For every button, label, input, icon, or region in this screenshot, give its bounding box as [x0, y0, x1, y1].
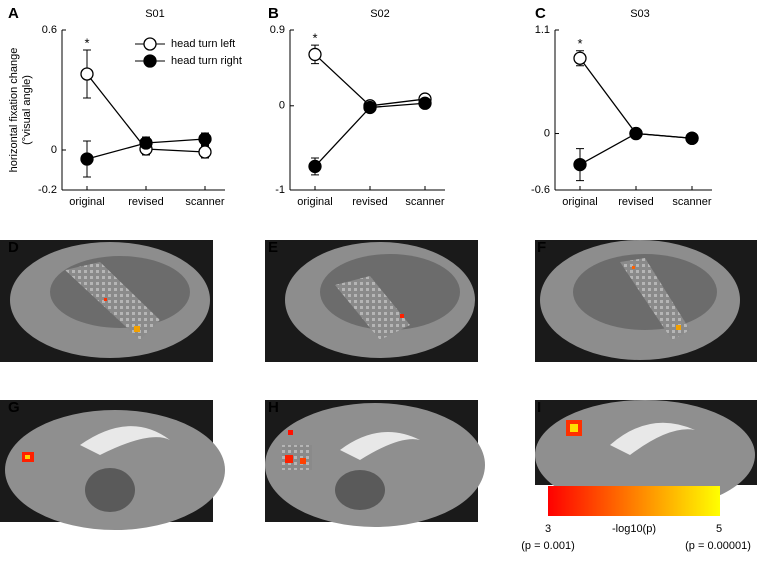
marker [198, 132, 212, 146]
legend-label: head turn right [171, 55, 242, 67]
marker [80, 67, 94, 81]
x-tick-label: scanner [405, 196, 444, 208]
x-tick-label: revised [352, 196, 387, 208]
legend-marker [143, 37, 157, 51]
chart-title: S01 [145, 8, 165, 20]
annotation: * [312, 31, 317, 46]
colorbar-note: (p = 0.00001) [685, 540, 751, 552]
colorbar-title: -log10(p) [612, 523, 656, 535]
annotation: * [84, 35, 89, 50]
y-tick-label: 0.9 [270, 24, 285, 36]
marker [629, 126, 643, 141]
y-tick-label: 0.6 [42, 24, 57, 36]
y-tick-label: 0 [279, 100, 285, 112]
y-axis-label: (°visual angle) [21, 75, 33, 145]
panel-label: D [8, 239, 19, 256]
colorbar [548, 486, 720, 516]
y-tick-label: -1 [275, 184, 285, 196]
y-tick-label: -0.2 [38, 184, 57, 196]
legend-marker [143, 54, 157, 68]
marker [363, 100, 377, 115]
annotation: * [577, 36, 582, 51]
marker [80, 152, 94, 166]
y-tick-label: 0 [544, 127, 550, 139]
x-tick-label: original [297, 196, 332, 208]
brain-image [265, 400, 485, 527]
brain-image [265, 240, 478, 362]
marker [198, 145, 212, 159]
colorbar-note: (p = 0.001) [521, 540, 575, 552]
marker [418, 96, 432, 110]
panel-label: C [535, 5, 546, 22]
marker [573, 157, 587, 172]
marker [139, 136, 153, 150]
brain-image [535, 240, 757, 362]
series-line [579, 57, 693, 139]
panel-label: I [537, 399, 541, 416]
panel-label: B [268, 5, 279, 22]
marker [308, 159, 322, 174]
brain-image [535, 400, 757, 510]
y-tick-label: 0 [51, 144, 57, 156]
marker [685, 131, 699, 145]
panel-label: A [8, 5, 19, 22]
brain-images [0, 240, 757, 530]
panel-label: E [268, 239, 278, 256]
colorbar-label: 3 [545, 523, 551, 535]
x-tick-label: revised [618, 196, 653, 208]
legend-label: head turn left [171, 38, 235, 50]
brain-image [0, 400, 225, 530]
y-axis-label: horizontal fixation change [8, 48, 20, 173]
panel-label: G [8, 399, 20, 416]
chart-title: S02 [370, 8, 390, 20]
x-tick-label: original [562, 196, 597, 208]
panel-label: F [537, 239, 546, 256]
x-tick-label: original [69, 196, 104, 208]
brain-image [0, 240, 213, 362]
y-tick-label: 1.1 [535, 24, 550, 36]
colorbar-label: 5 [716, 523, 722, 535]
series-line [314, 53, 426, 107]
marker [308, 47, 322, 62]
x-tick-label: scanner [185, 196, 224, 208]
chart-title: S03 [630, 8, 650, 20]
panel-label: H [268, 399, 279, 416]
y-tick-label: -0.6 [531, 184, 550, 196]
x-tick-label: scanner [672, 196, 711, 208]
x-tick-label: revised [128, 196, 163, 208]
marker [573, 51, 587, 65]
